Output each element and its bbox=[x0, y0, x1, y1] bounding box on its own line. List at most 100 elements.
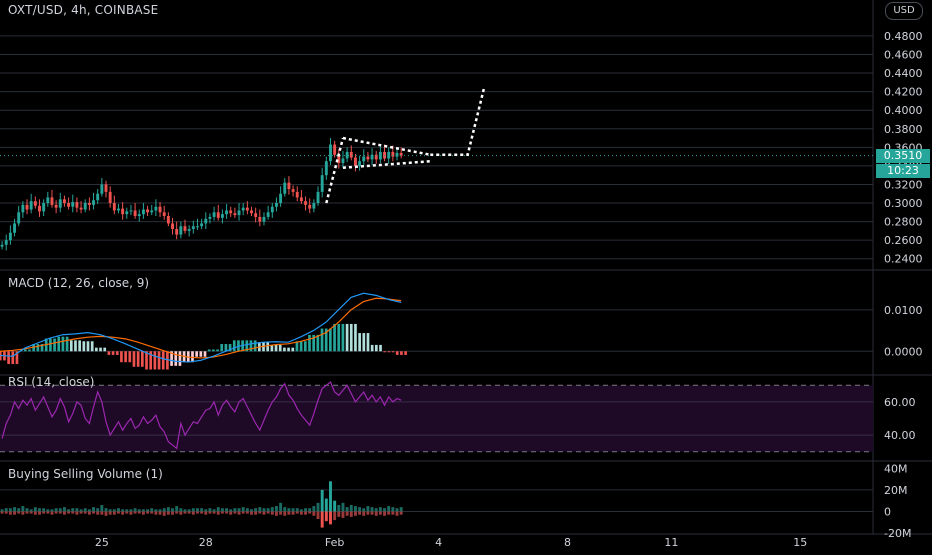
volume-sell-bar bbox=[387, 511, 391, 515]
candle-body bbox=[25, 204, 29, 210]
volume-buy-bar bbox=[312, 506, 316, 512]
candle-body bbox=[133, 210, 137, 217]
volume-sell-bar bbox=[287, 511, 291, 515]
candle-body bbox=[191, 226, 195, 230]
macd-histogram-bar bbox=[40, 343, 44, 352]
volume-sell-bar bbox=[254, 511, 258, 515]
volume-sell-bar bbox=[92, 511, 95, 514]
macd-histogram-bar bbox=[308, 334, 311, 352]
volume-buy-bar bbox=[83, 508, 87, 512]
volume-buy-bar bbox=[349, 505, 353, 512]
candle-body bbox=[137, 214, 141, 217]
candle-body bbox=[175, 229, 179, 235]
candle-body bbox=[212, 212, 216, 217]
volume-buy-bar bbox=[329, 481, 332, 512]
candle-body bbox=[200, 223, 204, 227]
candle-body bbox=[96, 193, 100, 201]
volume-buy-bar bbox=[50, 509, 54, 512]
candle-body bbox=[395, 152, 399, 157]
macd-histogram-bar bbox=[274, 344, 278, 352]
macd-histogram-bar bbox=[153, 351, 157, 370]
volume-sell-bar bbox=[183, 511, 187, 514]
volume-buy-bar bbox=[179, 508, 183, 512]
volume-buy-bar bbox=[67, 509, 71, 512]
volume-buy-bar bbox=[245, 508, 249, 512]
macd-histogram-bar bbox=[299, 341, 303, 352]
macd-histogram-bar bbox=[132, 351, 136, 367]
volume-sell-bar bbox=[299, 511, 303, 515]
macd-histogram-bar bbox=[349, 323, 353, 352]
volume-buy-bar bbox=[141, 509, 145, 512]
volume-sell-bar bbox=[21, 511, 25, 515]
volume-sell-bar bbox=[320, 511, 324, 528]
volume-sell-bar bbox=[33, 511, 37, 515]
macd-histogram-bar bbox=[278, 344, 282, 352]
volume-buy-bar bbox=[324, 498, 328, 512]
candle-body bbox=[58, 199, 62, 208]
rsi-tick-label: 60.00 bbox=[884, 396, 916, 409]
volume-sell-bar bbox=[283, 511, 287, 516]
volume-buy-bar bbox=[366, 506, 370, 512]
volume-buy-bar bbox=[241, 507, 245, 512]
volume-buy-bar bbox=[308, 508, 312, 512]
candle-body bbox=[299, 197, 303, 202]
candle-body bbox=[399, 152, 403, 156]
volume-sell-bar bbox=[38, 511, 41, 515]
volume-sell-bar bbox=[83, 511, 87, 514]
candle-body bbox=[279, 193, 283, 204]
candle-body bbox=[67, 203, 71, 207]
candle-body bbox=[216, 212, 220, 218]
macd-line bbox=[0, 292, 402, 363]
volume-sell-bar bbox=[54, 511, 58, 514]
macd-histogram-bar bbox=[23, 349, 27, 352]
volume-buy-bar bbox=[279, 502, 283, 512]
macd-histogram-bar bbox=[203, 351, 207, 357]
volume-buy-bar bbox=[254, 508, 258, 512]
candle-body bbox=[250, 210, 253, 214]
candle-body bbox=[79, 207, 83, 210]
macd-histogram-bar bbox=[49, 338, 52, 352]
volume-sell-bar bbox=[341, 511, 345, 518]
candle-body bbox=[150, 210, 154, 213]
volume-buy-bar bbox=[358, 507, 362, 512]
candle-body bbox=[183, 226, 187, 231]
volume-sell-bar bbox=[349, 511, 353, 517]
rsi-band-fill bbox=[0, 385, 873, 452]
candle-body bbox=[237, 210, 241, 216]
macd-histogram-bar bbox=[216, 349, 219, 352]
macd-histogram-bar bbox=[370, 344, 374, 352]
volume-buy-bar bbox=[100, 505, 104, 512]
volume-sell-bar bbox=[291, 511, 295, 515]
volume-buy-bar bbox=[208, 508, 212, 512]
candle-body bbox=[366, 156, 370, 160]
volume-sell-bar bbox=[154, 511, 158, 515]
volume-sell-bar bbox=[50, 511, 54, 515]
macd-tick-label: 0.0100 bbox=[884, 304, 923, 317]
candle-body bbox=[254, 213, 258, 217]
volume-buy-bar bbox=[270, 507, 274, 512]
volume-sell-bar bbox=[17, 511, 21, 514]
volume-buy-bar bbox=[196, 508, 199, 512]
volume-buy-bar bbox=[229, 509, 233, 512]
volume-sell-bar bbox=[358, 511, 362, 515]
macd-histogram-bar bbox=[358, 333, 361, 352]
candle-body bbox=[42, 203, 46, 212]
candle-body bbox=[13, 223, 17, 233]
candle-body bbox=[0, 244, 4, 247]
currency-button[interactable]: USD bbox=[885, 2, 923, 20]
volume-sell-bar bbox=[212, 511, 216, 514]
candle-body bbox=[345, 151, 349, 159]
macd-histogram-bar bbox=[287, 347, 290, 352]
macd-histogram-bar bbox=[329, 328, 332, 352]
candle-body bbox=[362, 156, 366, 162]
candle-body bbox=[83, 203, 87, 210]
candle-body bbox=[349, 151, 353, 158]
volume-sell-bar bbox=[208, 511, 212, 514]
macd-histogram-bar bbox=[391, 351, 395, 353]
volume-sell-bar bbox=[150, 511, 154, 514]
candle-body bbox=[208, 216, 212, 219]
pattern-projection bbox=[430, 86, 486, 156]
macd-histogram-bar bbox=[86, 341, 90, 352]
